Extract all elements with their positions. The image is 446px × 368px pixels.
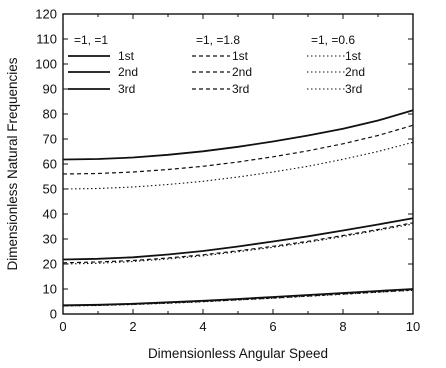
legend-entry-label: 2nd xyxy=(118,65,138,79)
y-tick-label: 120 xyxy=(35,7,57,22)
legend-entry-label: 1st xyxy=(118,49,135,63)
series-line-dashed-mode3 xyxy=(62,289,414,307)
y-tick-label: 10 xyxy=(43,282,57,297)
series-line-dashed-mode2 xyxy=(62,222,414,264)
legend-group-header: =1, =1.8 xyxy=(196,33,240,47)
legend-entry-label: 3rd xyxy=(232,82,249,96)
x-tick-label: 2 xyxy=(129,319,136,334)
legend-entry-label: 3rd xyxy=(118,82,135,96)
y-tick-label: 40 xyxy=(43,207,57,222)
legend-entry-label: 1st xyxy=(345,49,362,63)
legend-entry-label: 2nd xyxy=(232,65,252,79)
series-line-dotted-mode1 xyxy=(62,141,414,190)
x-tick-label: 8 xyxy=(339,319,346,334)
x-tick-label: 6 xyxy=(269,319,276,334)
series-line-dotted-mode2 xyxy=(62,223,414,265)
series-line-solid-mode3 xyxy=(62,288,414,307)
y-tick-label: 60 xyxy=(43,157,57,172)
x-tick-label: 4 xyxy=(199,319,206,334)
x-tick-label: 0 xyxy=(59,319,66,334)
legend-entry-label: 2nd xyxy=(345,65,365,79)
series-line-dashed-mode1 xyxy=(62,124,414,175)
y-tick-label: 20 xyxy=(43,257,57,272)
y-tick-label: 50 xyxy=(43,182,57,197)
series-lines xyxy=(62,109,414,307)
y-tick-label: 110 xyxy=(36,32,57,47)
legend-group-header: =1, =0.6 xyxy=(311,33,355,47)
x-axis-title: Dimensionless Angular Speed xyxy=(148,346,328,361)
series-line-solid-mode1 xyxy=(62,109,414,161)
x-tick-label: 10 xyxy=(406,319,420,334)
legend: =1, =1 1st 2nd 3rd =1, =1.8 1st 2nd 3rd =1, =0.6… xyxy=(68,33,365,96)
y-tick-label: 30 xyxy=(43,232,57,247)
y-tick-label: 0 xyxy=(50,307,57,322)
y-tick-label: 70 xyxy=(43,132,57,147)
legend-entry-label: 1st xyxy=(232,49,249,63)
y-tick-label: 80 xyxy=(43,107,57,122)
legend-entry-label: 3rd xyxy=(345,82,362,96)
y-tick-label: 90 xyxy=(43,82,57,97)
y-axis-title: Dimensionless Natural Frequencies xyxy=(5,57,20,270)
y-tick-label: 100 xyxy=(35,57,57,72)
legend-group-header: =1, =1 xyxy=(74,33,108,47)
series-line-solid-mode2 xyxy=(62,217,414,261)
